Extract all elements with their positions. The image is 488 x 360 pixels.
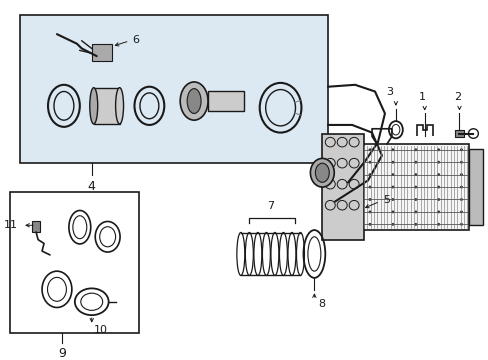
Circle shape: [459, 186, 462, 189]
Circle shape: [368, 161, 371, 164]
Ellipse shape: [90, 88, 98, 124]
Circle shape: [459, 161, 462, 164]
Text: 3: 3: [386, 87, 393, 97]
Circle shape: [459, 173, 462, 176]
Circle shape: [368, 211, 371, 213]
Polygon shape: [207, 91, 244, 111]
Bar: [468, 149, 482, 225]
Ellipse shape: [187, 89, 201, 113]
Circle shape: [436, 173, 439, 176]
Circle shape: [413, 211, 416, 213]
Circle shape: [459, 223, 462, 226]
Circle shape: [368, 186, 371, 189]
Circle shape: [390, 186, 394, 189]
Circle shape: [436, 186, 439, 189]
Bar: [322, 135, 364, 240]
Ellipse shape: [115, 88, 123, 124]
Circle shape: [436, 198, 439, 201]
Circle shape: [459, 198, 462, 201]
Circle shape: [413, 161, 416, 164]
Bar: [361, 144, 468, 230]
Circle shape: [436, 148, 439, 151]
Circle shape: [413, 173, 416, 176]
Circle shape: [368, 198, 371, 201]
Circle shape: [390, 173, 394, 176]
Text: 10: 10: [94, 325, 107, 336]
Text: 9: 9: [58, 347, 66, 360]
Ellipse shape: [315, 163, 328, 182]
Circle shape: [390, 211, 394, 213]
Circle shape: [390, 161, 394, 164]
Text: 1: 1: [418, 92, 426, 102]
Circle shape: [390, 148, 394, 151]
Circle shape: [413, 198, 416, 201]
Bar: [94, 88, 120, 124]
Text: 7: 7: [266, 201, 274, 211]
Circle shape: [436, 211, 439, 213]
Circle shape: [459, 148, 462, 151]
Text: 6: 6: [132, 35, 139, 45]
Bar: [32, 221, 40, 232]
Text: 8: 8: [318, 299, 325, 309]
Text: 4: 4: [88, 180, 96, 193]
Circle shape: [413, 148, 416, 151]
Circle shape: [436, 223, 439, 226]
Text: 5: 5: [382, 195, 389, 206]
Text: 11: 11: [4, 220, 18, 230]
Circle shape: [368, 223, 371, 226]
Circle shape: [368, 173, 371, 176]
Circle shape: [459, 211, 462, 213]
Bar: [20, 15, 327, 163]
Circle shape: [368, 148, 371, 151]
Circle shape: [413, 186, 416, 189]
Ellipse shape: [310, 158, 334, 187]
Bar: [453, 130, 464, 138]
Text: 2: 2: [453, 92, 460, 102]
Bar: [10, 192, 139, 333]
Circle shape: [390, 198, 394, 201]
Bar: [92, 44, 111, 61]
Circle shape: [413, 223, 416, 226]
Circle shape: [436, 161, 439, 164]
Ellipse shape: [180, 82, 207, 120]
Circle shape: [390, 223, 394, 226]
